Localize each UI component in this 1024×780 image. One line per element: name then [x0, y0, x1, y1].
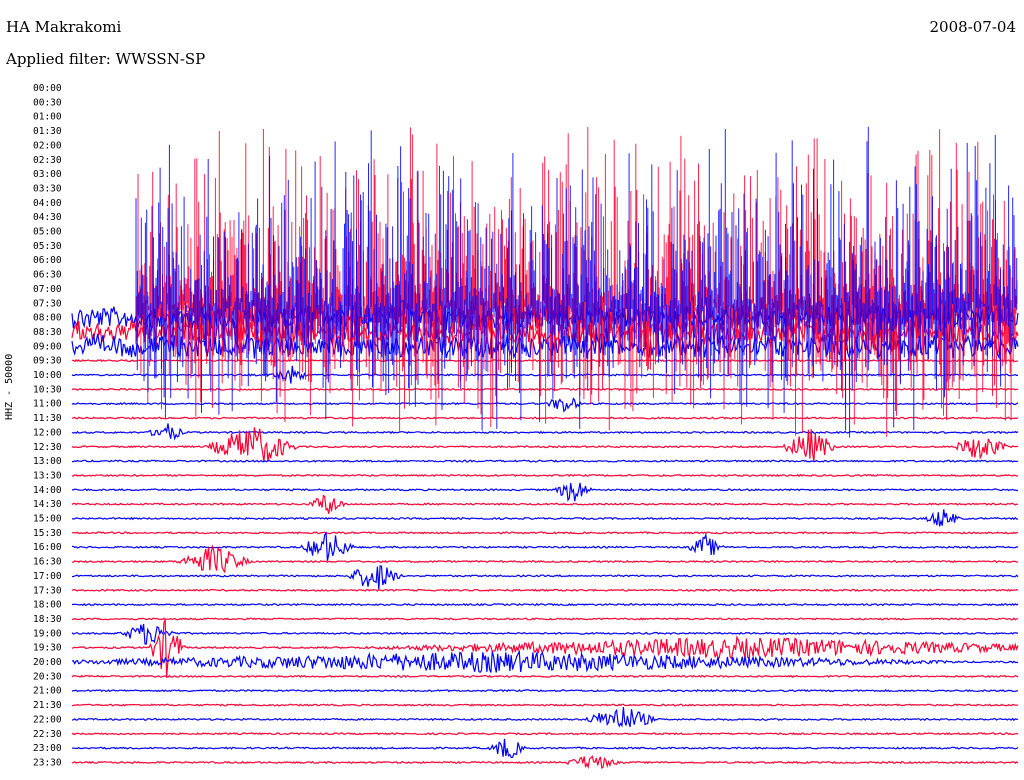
trace-row [71, 755, 1019, 770]
row-label: 19:30 [33, 643, 62, 654]
trace-row [72, 459, 1019, 463]
row-label: 21:00 [33, 686, 62, 697]
row-label: 01:00 [33, 112, 62, 123]
row-label: 14:00 [33, 485, 62, 496]
row-label: 12:00 [33, 427, 62, 438]
trace-row [71, 674, 1019, 678]
row-label: 18:00 [33, 600, 62, 611]
trace-row [71, 509, 1019, 527]
trace-row [71, 473, 1019, 478]
trace-row [71, 332, 1019, 360]
row-label: 22:30 [33, 729, 62, 740]
row-label: 10:30 [33, 384, 62, 395]
row-label: 17:30 [33, 585, 62, 596]
row-label: 20:00 [33, 657, 62, 668]
trace-row [71, 619, 1019, 678]
trace-row [71, 649, 1019, 674]
row-label: 15:00 [33, 514, 62, 525]
row-label: 05:00 [33, 227, 62, 238]
trace-row [71, 689, 1019, 693]
row-label: 03:00 [33, 169, 62, 180]
row-label: 16:30 [33, 557, 62, 568]
saturated-trace [135, 126, 1018, 438]
row-label: 13:00 [33, 456, 62, 467]
row-label: 08:00 [33, 313, 62, 324]
filter-label: Applied filter: WWSSN-SP [6, 50, 206, 68]
row-label: 20:30 [33, 671, 62, 682]
trace-row [71, 703, 1019, 707]
row-label: 06:30 [33, 270, 62, 281]
trace-row [71, 617, 1019, 621]
trace-row [71, 427, 1019, 463]
row-label: 00:30 [33, 97, 62, 108]
row-label: 11:30 [33, 413, 62, 424]
row-label: 23:30 [33, 757, 62, 768]
row-label: 22:00 [33, 714, 62, 725]
row-label: 13:30 [33, 470, 62, 481]
row-label: 14:30 [33, 499, 62, 510]
row-label: 00:00 [33, 83, 62, 94]
trace-row [71, 531, 1019, 535]
row-label: 08:30 [33, 327, 62, 338]
row-label: 16:00 [33, 542, 62, 553]
row-label: 07:30 [33, 298, 62, 309]
row-label: 07:00 [33, 284, 62, 295]
trace-row [71, 494, 1019, 514]
row-label: 04:00 [33, 198, 62, 209]
trace-row [71, 359, 1019, 363]
seismic-traces [71, 126, 1019, 770]
row-label: 02:00 [33, 140, 62, 151]
row-label: 17:00 [33, 571, 62, 582]
row-label: 15:30 [33, 528, 62, 539]
record-date: 2008-07-04 [929, 18, 1016, 36]
row-label: 01:30 [33, 126, 62, 137]
trace-row [71, 531, 1019, 561]
row-label: 19:00 [33, 628, 62, 639]
row-label: 02:30 [33, 155, 62, 166]
trace-row [71, 732, 1019, 736]
trace-row [71, 588, 1019, 592]
row-label: 10:00 [33, 370, 62, 381]
row-label: 04:30 [33, 212, 62, 223]
trace-row [71, 565, 1019, 590]
trace-row [71, 397, 1019, 413]
row-label: 03:30 [33, 183, 62, 194]
row-label: 18:30 [33, 614, 62, 625]
trace-row [71, 738, 1019, 759]
row-label: 21:30 [33, 700, 62, 711]
row-label: 11:00 [33, 399, 62, 410]
row-time-labels: 00:00 00:30 01:00 01:30 02:00 02:30 03:00 03:30… [33, 83, 62, 768]
row-label: 09:00 [33, 341, 62, 352]
trace-row [71, 387, 1019, 391]
row-label: 09:30 [33, 356, 62, 367]
row-label: 12:30 [33, 442, 62, 453]
row-label: 06:00 [33, 255, 62, 266]
station-name: HA Makrakomi [6, 18, 122, 36]
trace-row [71, 623, 1019, 645]
trace-row [71, 602, 1019, 607]
trace-row [71, 416, 1019, 420]
trace-row [71, 544, 1019, 574]
trace-row [72, 482, 1018, 502]
trace-row [71, 423, 1019, 441]
trace-row [71, 706, 1019, 728]
row-label: 23:00 [33, 743, 62, 754]
trace-row [71, 365, 1018, 384]
row-label: 05:30 [33, 241, 62, 252]
